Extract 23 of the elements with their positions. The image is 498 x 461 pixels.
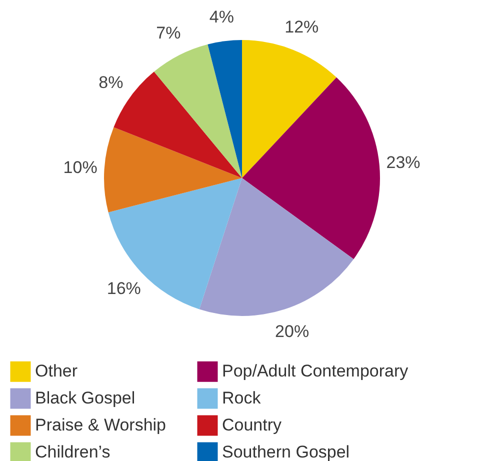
legend-label: Pop/Adult Contemporary [222, 362, 409, 381]
pie-slice [242, 77, 380, 260]
data-label: 20% [275, 322, 310, 342]
data-label: 10% [63, 158, 98, 177]
data-label: 12% [284, 17, 319, 36]
pie-slice [104, 127, 242, 212]
legend-label: Praise & Worship [35, 416, 166, 434]
pie-slice [154, 44, 242, 178]
pie-slice [108, 178, 242, 310]
data-label: 4% [209, 7, 234, 26]
pie-slice [242, 40, 336, 178]
legend-label: Southern Gospel [222, 442, 350, 461]
data-label: 23% [386, 152, 420, 172]
data-label: 16% [106, 278, 141, 298]
pie-slice [208, 40, 242, 178]
legend-label: Children’s [35, 442, 110, 461]
legend-label: Rock [222, 388, 262, 408]
legend-label: Black Gospel [35, 388, 136, 408]
pie-slice [199, 178, 354, 316]
legend-label: Country [222, 416, 282, 434]
legend-label: Other [35, 362, 78, 381]
data-label: 8% [98, 72, 124, 92]
data-label: 7% [156, 24, 181, 43]
